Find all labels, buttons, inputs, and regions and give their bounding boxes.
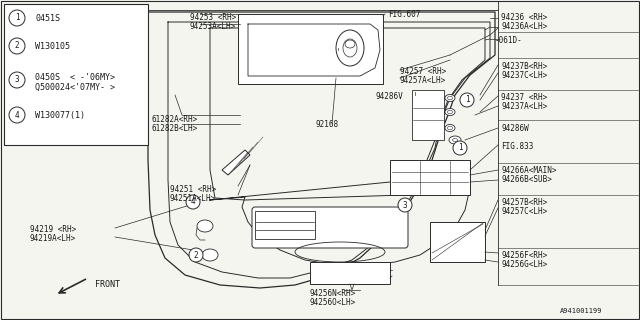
Text: -061D-: -061D- [495,36,523,45]
Text: 3: 3 [403,201,407,210]
Text: 94266A<MAIN>: 94266A<MAIN> [501,166,557,175]
Text: 94237C<LH>: 94237C<LH> [501,71,547,80]
Text: 1: 1 [15,13,19,22]
Text: 94253 <RH>: 94253 <RH> [190,13,236,22]
FancyBboxPatch shape [252,207,408,248]
Text: 94251 <RH>: 94251 <RH> [170,185,216,194]
Text: 4: 4 [191,197,195,206]
Ellipse shape [202,249,218,261]
Text: 94257B<RH>: 94257B<RH> [501,198,547,207]
Text: 94253A<LH>: 94253A<LH> [190,22,236,31]
Text: 1: 1 [465,95,469,105]
Ellipse shape [449,136,461,144]
Text: FIG.833: FIG.833 [501,142,533,151]
Ellipse shape [445,94,455,101]
Text: 94251A<LH>: 94251A<LH> [170,194,216,203]
Text: 61282B<LH>: 61282B<LH> [152,124,198,133]
Circle shape [9,38,25,54]
Text: FRONT: FRONT [95,280,120,289]
Text: FIG.607: FIG.607 [388,10,420,19]
Ellipse shape [445,108,455,116]
Circle shape [189,248,203,262]
Text: W130077(1): W130077(1) [35,111,85,120]
Ellipse shape [445,124,455,132]
Text: 2: 2 [15,42,19,51]
Circle shape [9,72,25,88]
Text: A941001199: A941001199 [560,308,602,314]
Text: W130105: W130105 [35,42,70,51]
Text: 3: 3 [15,76,19,84]
Text: 94237B<RH>: 94237B<RH> [501,62,547,71]
FancyBboxPatch shape [412,90,444,140]
Text: 94256N<RH>: 94256N<RH> [310,289,356,298]
Text: 94266B<SUB>: 94266B<SUB> [501,175,552,184]
Text: 94286V: 94286V [375,92,403,101]
Text: 94237 <RH>: 94237 <RH> [501,93,547,102]
Circle shape [186,195,200,209]
Circle shape [398,198,412,212]
Text: 94257C<LH>: 94257C<LH> [501,207,547,216]
Circle shape [9,10,25,26]
FancyBboxPatch shape [430,222,485,262]
Text: 94219 <RH>: 94219 <RH> [30,225,76,234]
Text: 94257A<LH>: 94257A<LH> [400,76,446,85]
Text: 0450S  < -'06MY>: 0450S < -'06MY> [35,73,115,82]
Circle shape [460,93,474,107]
Text: 94236 <RH>: 94236 <RH> [501,13,547,22]
Text: 94219A<LH>: 94219A<LH> [30,234,76,243]
FancyBboxPatch shape [390,160,470,195]
FancyBboxPatch shape [310,262,390,284]
Polygon shape [222,150,250,175]
Text: Q500024<'07MY- >: Q500024<'07MY- > [35,83,115,92]
Circle shape [453,141,467,155]
FancyBboxPatch shape [238,14,383,84]
Text: 4: 4 [15,110,19,119]
Text: 0451S: 0451S [35,14,60,23]
Text: 94236A<LH>: 94236A<LH> [501,22,547,31]
Text: 94256O<LH>: 94256O<LH> [310,298,356,307]
Text: 1: 1 [458,143,462,153]
Ellipse shape [336,30,364,66]
Text: 94286W: 94286W [501,124,529,133]
Text: 94256F<RH>: 94256F<RH> [501,251,547,260]
Text: 2: 2 [194,251,198,260]
Ellipse shape [197,220,213,232]
Text: 94256G<LH>: 94256G<LH> [501,260,547,269]
Text: 94257 <RH>: 94257 <RH> [400,67,446,76]
Text: 92168: 92168 [315,120,338,129]
Text: 61282A<RH>: 61282A<RH> [152,115,198,124]
FancyBboxPatch shape [255,211,315,239]
FancyBboxPatch shape [4,4,148,145]
Circle shape [9,107,25,123]
Text: 94237A<LH>: 94237A<LH> [501,102,547,111]
